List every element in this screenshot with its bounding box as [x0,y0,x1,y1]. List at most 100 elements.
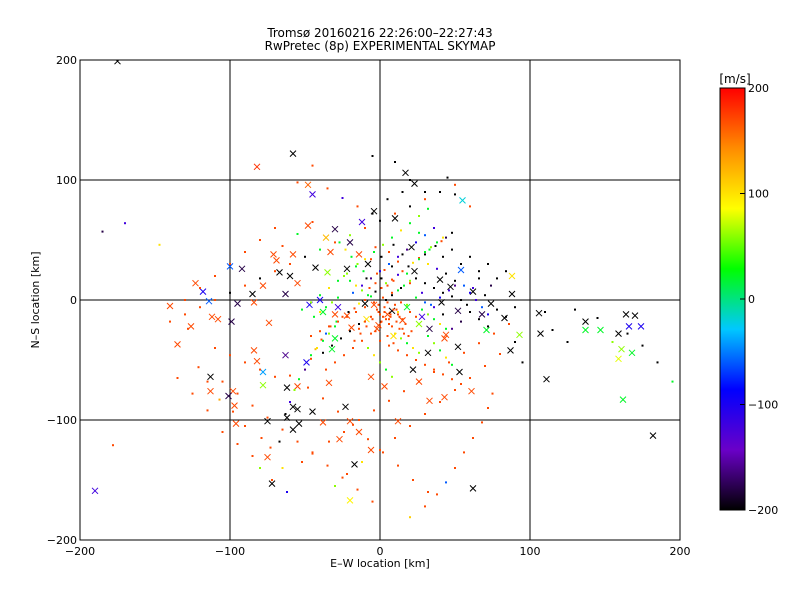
data-point-x [399,317,406,324]
data-point-dot [331,301,333,304]
data-point-dot [439,401,441,403]
data-point-dot [214,347,216,349]
data-point-dot [436,493,438,496]
data-point-x [615,355,622,363]
data-point-dot [343,354,345,357]
data-point-dot [293,389,296,391]
data-point-dot [383,269,386,271]
data-point-x [328,345,336,353]
data-point-dot [596,317,599,319]
data-point-dot [355,311,357,313]
data-point-x [637,323,645,330]
data-point-dot [406,342,408,345]
data-point-dot [259,239,261,241]
data-point-x [381,383,388,390]
data-point-x [282,290,289,298]
data-point-dot [313,315,315,318]
data-point-dot [358,419,360,421]
data-point-x [319,308,327,316]
data-point-x [273,257,280,264]
data-point-x [355,428,363,436]
data-point-dot [379,361,381,364]
data-point-dot [496,308,498,311]
data-point-dot [298,378,300,381]
data-point-dot [412,261,414,264]
data-point-dot [478,277,480,280]
data-point-dot [508,323,510,325]
data-point-dot [406,303,408,306]
data-point-x [442,331,450,339]
data-point-dot [406,248,408,251]
data-point-dot [469,291,471,294]
data-point-dot [418,215,420,217]
data-point-x [402,169,409,177]
data-point-dot [454,467,456,469]
data-point-dot [487,325,489,328]
data-point-x [225,392,232,400]
data-point-x [304,181,312,189]
data-point-dot [353,339,356,342]
data-point-dot [389,313,392,316]
data-point-dot [406,354,408,357]
data-point-dot [409,205,411,208]
data-point-x [253,357,261,365]
data-point-dot [371,500,374,503]
data-point-dot [451,295,453,298]
data-point-dot [101,230,104,233]
data-point-dot [611,341,614,343]
data-point-dot [310,354,312,357]
data-point-dot [424,191,426,193]
data-point-dot [514,306,516,309]
data-point-dot [325,306,327,309]
data-point-x [238,265,246,273]
data-point-dot [260,437,263,439]
x-tick-label: 100 [520,545,541,558]
data-point-dot [319,311,321,313]
data-point-x [631,312,639,319]
data-point-dot [304,368,306,371]
data-point-x [214,315,222,323]
data-point-dot [364,299,366,301]
data-point-dot [341,315,344,318]
data-point-x [342,403,349,411]
data-point-dot [340,337,342,340]
data-point-dot [367,294,369,297]
data-point-x [436,276,444,283]
data-point-x [508,290,516,298]
data-point-x [478,311,486,318]
data-point-dot [427,263,429,265]
data-point-dot [169,320,171,323]
data-point-x [325,379,333,387]
colorbar-tick-label: −200 [748,504,778,517]
data-point-dot [490,284,492,287]
data-point-dot [358,323,360,325]
data-point-dot [310,357,312,360]
data-point-dot [469,311,471,313]
data-point-dot [361,289,363,292]
data-point-x [316,296,324,304]
x-axis-label: E–W location [km] [330,557,430,570]
data-point-dot [370,277,372,280]
data-point-dot [433,287,435,289]
data-point-dot [373,354,375,357]
data-point-dot [244,251,246,253]
data-point-dot [259,277,261,280]
data-point-dot [337,320,339,323]
data-point-x [205,297,213,305]
data-point-x [309,408,316,415]
data-point-dot [430,246,432,249]
data-point-dot [392,279,395,282]
data-point-dot [371,155,374,157]
data-point-dot [322,351,324,354]
data-point-dot [386,301,389,304]
data-point-dot [460,383,462,385]
data-point-dot [184,313,186,316]
data-point-dot [221,380,224,383]
data-point-dot [229,354,231,357]
data-point-x [207,387,214,395]
data-point-x [294,383,301,390]
data-point-x [259,282,267,289]
data-point-dot [397,313,399,316]
data-point-dot [274,375,276,378]
data-point-x [516,331,523,339]
